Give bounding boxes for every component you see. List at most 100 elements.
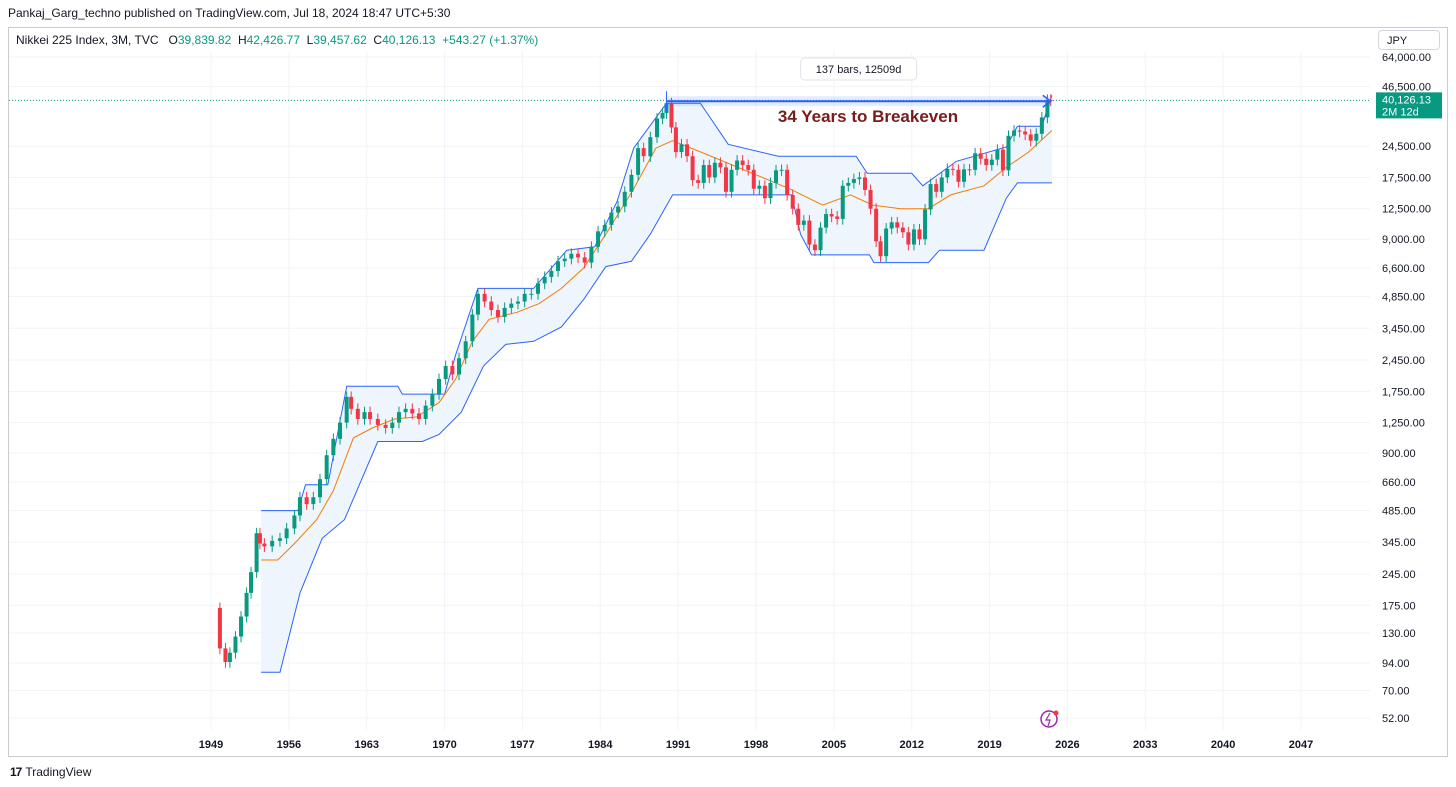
candle-body <box>217 607 222 649</box>
y-tick-label: 46,500.00 <box>1382 82 1431 94</box>
x-tick-label: 1963 <box>354 739 378 751</box>
candle-body <box>509 303 514 308</box>
candle-body <box>324 455 329 480</box>
candle-body <box>818 227 823 251</box>
x-tick-label: 1956 <box>277 739 301 751</box>
candle-body <box>807 220 812 245</box>
candle-body <box>648 137 653 157</box>
candle-body <box>423 405 428 419</box>
candle-body <box>801 220 806 225</box>
candle-body <box>396 412 401 423</box>
y-tick-label: 4,850.00 <box>1382 292 1425 304</box>
y-tick-label: 9,000.00 <box>1382 234 1425 246</box>
candle-body <box>1039 117 1044 134</box>
y-tick-label: 70.00 <box>1382 685 1410 697</box>
candle-body <box>812 244 817 251</box>
candle-body <box>457 358 462 375</box>
candle-body <box>582 257 587 263</box>
candle-body <box>636 148 641 175</box>
candle-body <box>542 276 547 284</box>
tradingview-brand[interactable]: 17 TradingView <box>10 765 91 779</box>
candle-body <box>690 156 695 181</box>
candle-body <box>669 103 674 128</box>
high-value: 42,426.77 <box>246 33 300 47</box>
candle-body <box>973 153 978 170</box>
candle-body <box>906 232 911 245</box>
close-label: C <box>373 33 383 47</box>
x-tick-label: 1984 <box>588 739 613 751</box>
candle-body <box>729 169 734 192</box>
candle-body <box>515 301 520 304</box>
candle-body <box>355 408 360 419</box>
measure-arrow-head <box>1042 94 1052 108</box>
publisher-caption: Pankaj_Garg_techno published on TradingV… <box>8 6 451 20</box>
x-tick-label: 2033 <box>1133 739 1157 751</box>
close-value: 40,126.13 <box>382 33 436 47</box>
x-tick-label: 2026 <box>1055 739 1079 751</box>
candle-body <box>239 616 244 637</box>
price-tag-countdown: 2M 12d <box>1382 106 1419 118</box>
x-tick-label: 1977 <box>510 739 534 751</box>
candle-body <box>1045 99 1050 118</box>
y-tick-label: 64,000.00 <box>1382 52 1431 64</box>
candle-body <box>950 168 955 170</box>
candle-body <box>779 169 784 171</box>
open-value: 39,839.82 <box>177 33 232 47</box>
x-tick-label: 2047 <box>1289 739 1313 751</box>
candle-body <box>840 185 845 219</box>
candle-body <box>718 162 723 168</box>
y-tick-label: 17,500.00 <box>1382 172 1431 184</box>
y-tick-label: 1,250.00 <box>1382 418 1425 430</box>
x-tick-label: 2019 <box>977 739 1001 751</box>
candle-body <box>939 177 944 192</box>
symbol-label[interactable]: Nikkei 225 Index, 3M, TVC <box>16 33 159 47</box>
candle-body <box>536 283 540 294</box>
candle-body <box>403 408 408 413</box>
x-tick-label: 1998 <box>744 739 768 751</box>
x-tick-label: 2040 <box>1211 739 1235 751</box>
candle-body <box>368 412 373 419</box>
brand-name: TradingView <box>25 765 92 779</box>
candle-body <box>917 229 922 240</box>
candle-body <box>502 307 507 317</box>
upper-band-line <box>261 95 1053 512</box>
candle-body <box>297 497 302 516</box>
y-tick-label: 900.00 <box>1382 448 1416 460</box>
candle-body <box>609 212 614 225</box>
candle-body <box>851 179 856 183</box>
candle-body <box>735 160 740 170</box>
candle-body <box>945 168 950 178</box>
candle-body <box>244 592 249 617</box>
y-tick-label: 2,450.00 <box>1382 355 1425 367</box>
candle-body <box>1017 130 1022 132</box>
currency-button[interactable]: JPY <box>1378 30 1440 50</box>
x-tick-label: 1991 <box>666 739 690 751</box>
candle-body <box>375 418 380 425</box>
candle-body <box>863 177 867 190</box>
candle-body <box>463 341 468 359</box>
candle-body <box>390 422 395 428</box>
candle-body <box>475 293 480 315</box>
y-tick-label: 345.00 <box>1382 537 1416 549</box>
price-tag-box <box>1376 92 1442 119</box>
y-tick-label: 52.00 <box>1382 713 1410 725</box>
candle-body <box>751 169 756 189</box>
measure-label-box <box>800 57 918 81</box>
candle-body <box>868 189 873 209</box>
lightning-icon <box>1044 712 1051 727</box>
candle-body <box>746 165 751 170</box>
y-tick-label: 6,600.00 <box>1382 263 1425 275</box>
y-tick-label: 485.00 <box>1382 506 1416 518</box>
candle-body <box>1000 149 1005 171</box>
candle-body <box>1028 134 1033 141</box>
candle-body <box>576 253 581 258</box>
candle-body <box>712 162 717 178</box>
candle-body <box>362 412 367 419</box>
candle-body <box>785 169 790 195</box>
candle-body <box>589 246 594 263</box>
breakeven-annotation: 34 Years to Breakeven <box>778 107 958 126</box>
low-label: L <box>306 33 314 47</box>
candle-body <box>660 113 665 119</box>
chart-frame[interactable] <box>8 27 1448 757</box>
